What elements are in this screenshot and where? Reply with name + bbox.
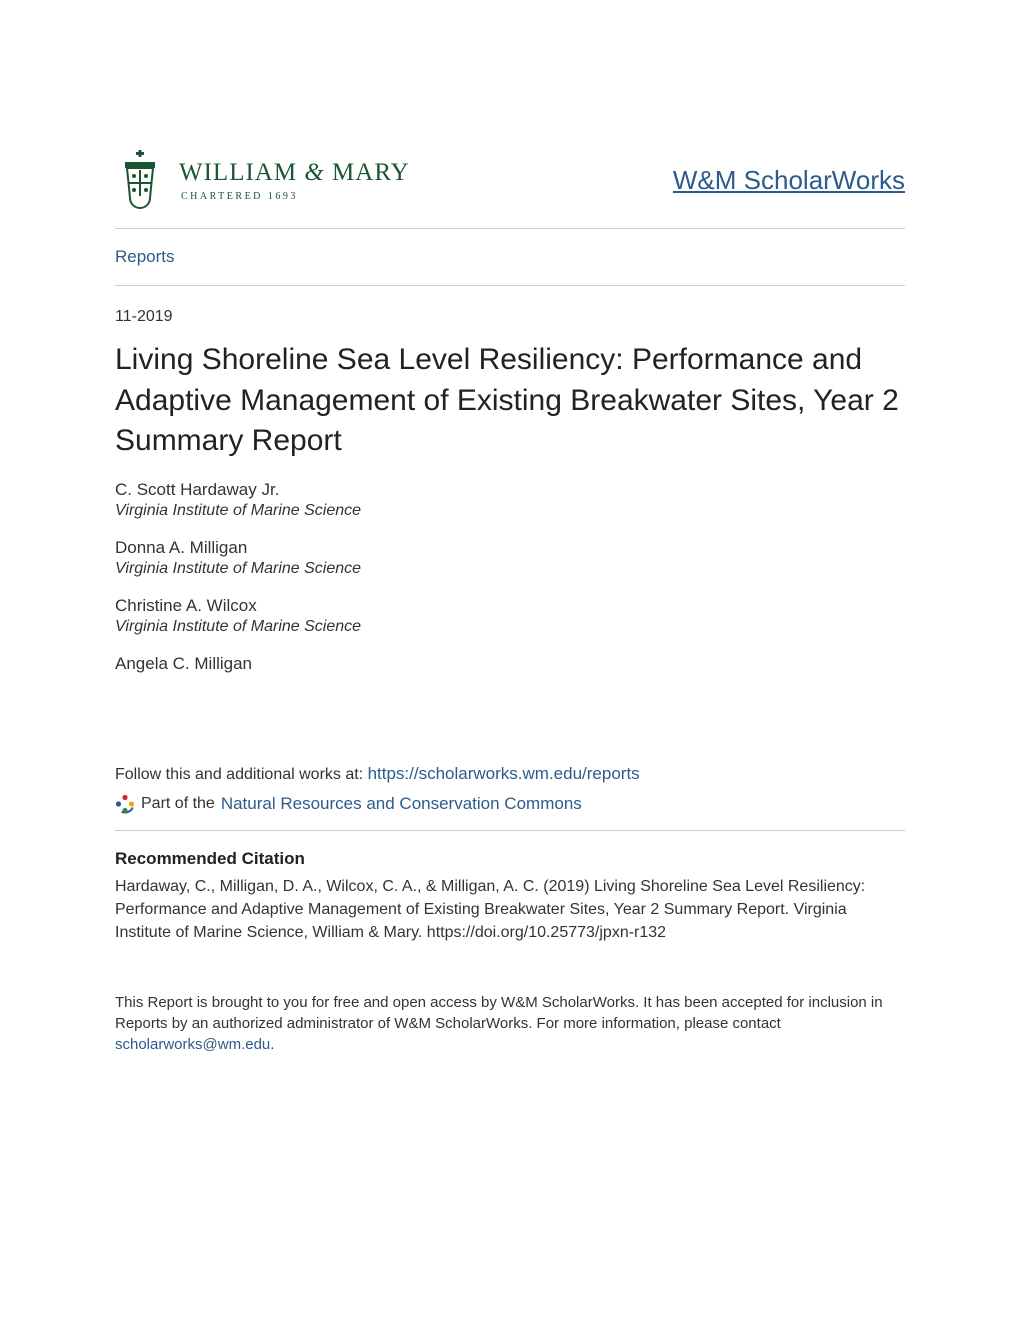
logo-word-1: WILLIAM	[179, 159, 297, 186]
logo-text: WILLIAM & MARY CHARTERED 1693	[179, 159, 410, 202]
author-affiliation: Virginia Institute of Marine Science	[115, 618, 905, 636]
logo-ampersand: &	[304, 159, 324, 186]
site-name-link[interactable]: W&M ScholarWorks	[673, 165, 905, 196]
divider-cite	[115, 830, 905, 831]
author-name: Angela C. Milligan	[115, 654, 905, 674]
author-name: C. Scott Hardaway Jr.	[115, 480, 905, 500]
part-of-line: Part of the Natural Resources and Conser…	[115, 794, 905, 814]
logo-charter-line: CHARTERED 1693	[181, 191, 410, 202]
footer-text-after: .	[270, 1036, 274, 1053]
logo-word-2: MARY	[332, 159, 410, 186]
citation-text: Hardaway, C., Milligan, D. A., Wilcox, C…	[115, 875, 905, 945]
author-block: C. Scott Hardaway Jr. Virginia Institute…	[115, 480, 905, 520]
logo-university-name: WILLIAM & MARY	[179, 159, 410, 187]
author-affiliation: Virginia Institute of Marine Science	[115, 560, 905, 578]
part-of-prefix: Part of the	[141, 795, 215, 813]
author-affiliation: Virginia Institute of Marine Science	[115, 502, 905, 520]
author-block: Donna A. Milligan Virginia Institute of …	[115, 538, 905, 578]
institution-logo: WILLIAM & MARY CHARTERED 1693	[115, 150, 410, 210]
author-list: C. Scott Hardaway Jr. Virginia Institute…	[115, 480, 905, 674]
document-title: Living Shoreline Sea Level Resiliency: P…	[115, 340, 905, 462]
network-icon	[115, 794, 135, 814]
publication-date: 11-2019	[115, 286, 905, 326]
crest-icon	[115, 150, 165, 210]
follow-prefix: Follow this and additional works at:	[115, 766, 368, 783]
author-block: Angela C. Milligan	[115, 654, 905, 674]
footer-contact-link[interactable]: scholarworks@wm.edu	[115, 1036, 270, 1053]
page-header: WILLIAM & MARY CHARTERED 1693 W&M Schola…	[115, 150, 905, 228]
footer-note: This Report is brought to you for free a…	[115, 992, 905, 1055]
author-block: Christine A. Wilcox Virginia Institute o…	[115, 596, 905, 636]
section-link[interactable]: Reports	[115, 247, 175, 266]
author-name: Donna A. Milligan	[115, 538, 905, 558]
citation-heading: Recommended Citation	[115, 849, 905, 869]
author-name: Christine A. Wilcox	[115, 596, 905, 616]
breadcrumb: Reports	[115, 229, 905, 285]
part-of-link[interactable]: Natural Resources and Conservation Commo…	[221, 794, 582, 814]
footer-text-before: This Report is brought to you for free a…	[115, 994, 883, 1032]
follow-line: Follow this and additional works at: htt…	[115, 764, 905, 784]
follow-link[interactable]: https://scholarworks.wm.edu/reports	[368, 764, 640, 783]
page-root: WILLIAM & MARY CHARTERED 1693 W&M Schola…	[0, 0, 1020, 1320]
